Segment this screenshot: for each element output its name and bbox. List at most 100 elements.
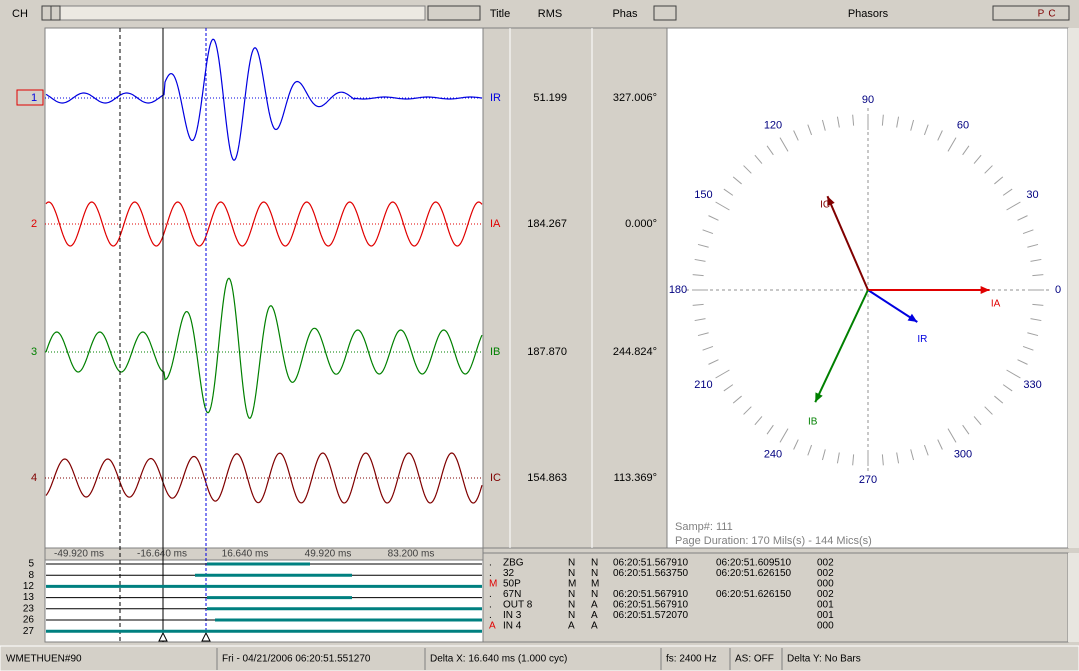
- digital-name: IN 3: [503, 610, 522, 621]
- digital-t1: 06:20:51.563750: [613, 568, 689, 579]
- row-phase: 113.369°: [614, 472, 657, 484]
- degree-tick: [994, 176, 1004, 185]
- angle-label: 300: [954, 448, 972, 460]
- degree-tick: [994, 395, 1004, 404]
- phasor: [826, 195, 869, 291]
- time-label: -16.640 ms: [137, 549, 187, 560]
- degree-tick: [715, 201, 730, 211]
- degree-tick: [766, 145, 774, 156]
- degree-tick: [881, 114, 884, 126]
- digital-flag: .: [489, 610, 492, 621]
- angle-label: 120: [764, 119, 782, 131]
- h-scrollbar[interactable]: [59, 5, 426, 21]
- degree-tick: [852, 454, 855, 466]
- degree-tick: [732, 176, 742, 185]
- digital-name: 67N: [503, 589, 521, 600]
- header-phasors: Phasors: [848, 8, 889, 20]
- arrow-head: [827, 196, 835, 207]
- degree-tick: [881, 454, 884, 466]
- status-text: fs: 2400 Hz: [666, 654, 717, 665]
- digital-state: M: [568, 579, 576, 590]
- arrow-head: [907, 313, 918, 323]
- degree-tick: [715, 369, 730, 379]
- digital-flag: .: [489, 568, 492, 579]
- digital-code: 002: [817, 589, 834, 600]
- time-label: 49.920 ms: [305, 549, 352, 560]
- degree-tick: [962, 145, 970, 156]
- digital-state: N: [568, 610, 575, 621]
- degree-tick: [947, 137, 957, 152]
- button-c[interactable]: C: [1048, 9, 1055, 20]
- digital-name: 32: [503, 568, 515, 579]
- button-p[interactable]: P: [1038, 9, 1045, 20]
- digital-name: 50P: [503, 579, 521, 590]
- header-title: Title: [490, 8, 510, 20]
- digital-code: 000: [817, 621, 834, 632]
- scroll-button[interactable]: [41, 5, 52, 21]
- degree-tick: [779, 137, 789, 152]
- nav-buttons[interactable]: [427, 5, 481, 21]
- phasor-label: IC: [820, 199, 830, 210]
- degree-tick: [896, 452, 900, 464]
- angle-label: 30: [1026, 189, 1038, 201]
- digital-number: 13: [23, 592, 35, 603]
- pane-buttons[interactable]: [653, 5, 677, 21]
- row-title: IA: [490, 218, 501, 230]
- angle-label: 330: [1023, 379, 1041, 391]
- digital-t1: 06:20:51.567910: [613, 600, 689, 611]
- degree-tick: [937, 439, 943, 450]
- row-phase: 327.006°: [613, 92, 657, 104]
- degree-tick: [973, 416, 982, 426]
- digital-t2: 06:20:51.626150: [716, 589, 792, 600]
- degree-tick: [973, 154, 982, 164]
- time-label: -49.920 ms: [54, 549, 104, 560]
- degree-tick: [836, 452, 840, 464]
- digital-prev: N: [591, 568, 598, 579]
- digital-number: 5: [28, 559, 34, 570]
- arrow-head: [815, 392, 823, 403]
- digital-state: N: [568, 558, 575, 569]
- row-phase: 0.000°: [625, 218, 657, 230]
- digital-prev: A: [591, 621, 598, 632]
- degree-tick: [1027, 332, 1039, 337]
- digital-t1: 06:20:51.572070: [613, 610, 689, 621]
- digital-number: 8: [28, 570, 34, 581]
- degree-tick: [852, 114, 855, 126]
- digital-flag: .: [489, 589, 492, 600]
- digital-code: 001: [817, 610, 834, 621]
- degree-tick: [910, 119, 915, 131]
- degree-tick: [694, 318, 706, 322]
- angle-label: 270: [859, 474, 877, 486]
- scrollbar[interactable]: [1068, 553, 1079, 642]
- row-phase: 244.824°: [613, 346, 657, 358]
- degree-tick: [694, 258, 706, 262]
- digital-prev: A: [591, 610, 598, 621]
- degree-tick: [807, 124, 813, 136]
- digital-flag: M: [489, 579, 497, 590]
- degree-tick: [896, 116, 900, 128]
- phasor-buttons[interactable]: [992, 5, 1070, 21]
- waveform: [45, 38, 483, 162]
- digital-flag: .: [489, 558, 492, 569]
- digital-number: 26: [23, 615, 35, 626]
- degree-tick: [1002, 188, 1013, 196]
- degree-tick: [743, 406, 752, 415]
- degree-tick: [1002, 384, 1013, 392]
- row-rms: 184.267: [527, 218, 567, 230]
- sample-number: Samp#: 111: [675, 521, 733, 533]
- toolbar-ch: CH: [12, 8, 28, 20]
- degree-tick: [1006, 201, 1021, 211]
- scrollbar[interactable]: [1068, 28, 1079, 548]
- status-text: Delta Y: No Bars: [787, 654, 861, 665]
- waveform-pane: [44, 27, 484, 549]
- row-title: IC: [490, 472, 501, 484]
- status-text: Delta X: 16.640 ms (1.000 cyc): [430, 654, 567, 665]
- degree-tick: [697, 243, 709, 248]
- digital-code: 002: [817, 558, 834, 569]
- degree-tick: [1027, 243, 1039, 248]
- degree-tick: [793, 439, 799, 450]
- scroll-button[interactable]: [50, 5, 61, 21]
- waveform: [45, 452, 483, 504]
- degree-tick: [754, 154, 763, 164]
- degree-tick: [1006, 369, 1021, 379]
